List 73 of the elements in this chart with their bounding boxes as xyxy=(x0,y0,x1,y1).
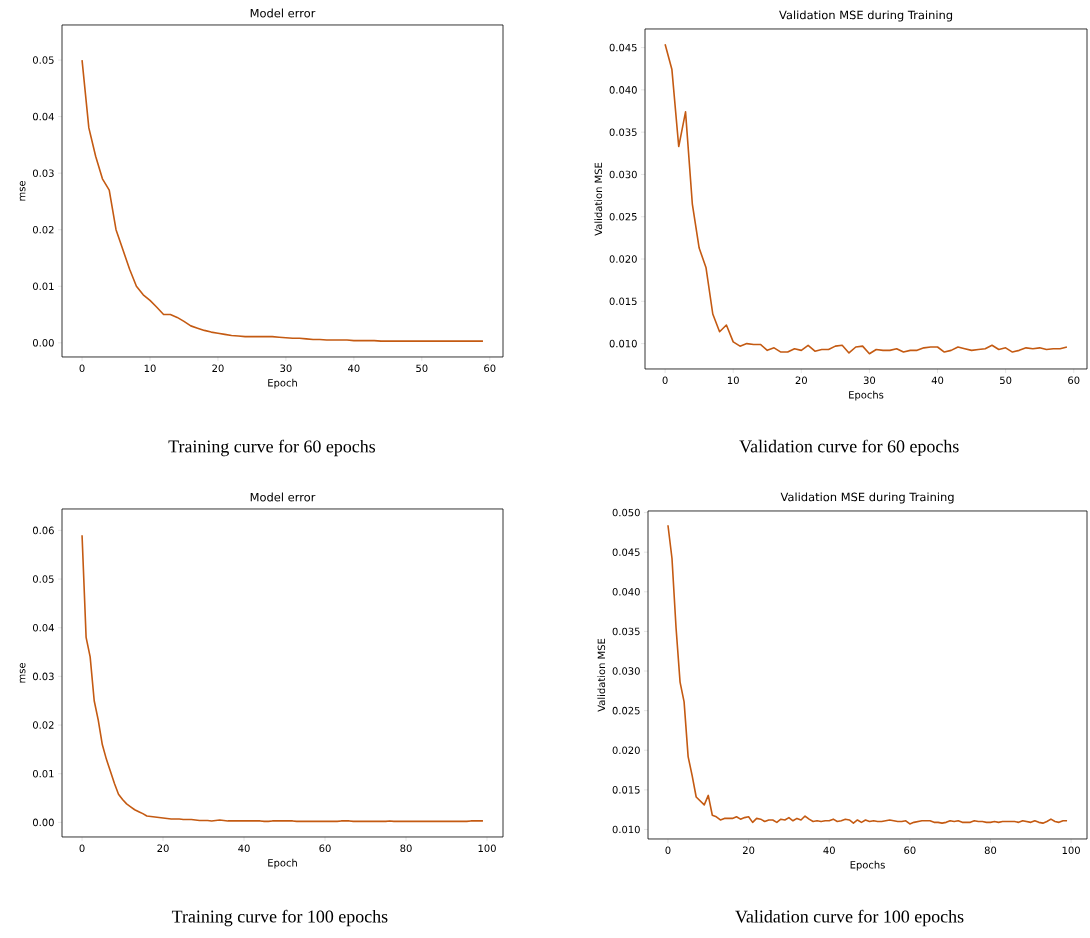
y-tick-label: 0.06 xyxy=(32,526,54,535)
y-tick-label: 0.02 xyxy=(32,225,54,234)
y-tick-label: 0.010 xyxy=(609,339,637,348)
y-tick-label: 0.020 xyxy=(609,255,637,263)
x-axis-title: Epoch xyxy=(268,858,297,869)
y-tick-label: 0.025 xyxy=(609,212,637,221)
line-series xyxy=(664,43,1068,355)
y-tick-label: 0.02 xyxy=(32,721,54,729)
y-tick-label: 0.03 xyxy=(32,169,54,177)
y-tick-label: 0.020 xyxy=(612,746,640,755)
x-tick-label: 40 xyxy=(238,844,250,853)
y-tick-label: 0.05 xyxy=(32,56,54,64)
y-tick-label: 0.04 xyxy=(32,112,54,121)
y-tick-label: 0.035 xyxy=(612,627,640,636)
x-tick-label: 60 xyxy=(904,846,916,855)
y-tick-label: 0.035 xyxy=(609,128,637,136)
y-tick-label: 0.015 xyxy=(612,786,640,794)
x-tick-label: 100 xyxy=(1062,846,1080,855)
x-tick-label: 0 xyxy=(662,376,668,385)
y-tick-label: 0.05 xyxy=(32,575,54,583)
text: Training curve for 60 epochs xyxy=(168,439,376,457)
x-tick-label: 20 xyxy=(795,376,807,385)
y-tick-label: 0.045 xyxy=(609,43,637,52)
x-tick-label: 20 xyxy=(157,844,169,853)
chart-title: Model error xyxy=(250,492,316,502)
y-tick-label: 0.030 xyxy=(609,170,637,179)
x-tick-label: 40 xyxy=(348,364,360,373)
x-tick-label: 60 xyxy=(484,364,496,373)
y-tick-label: 0.045 xyxy=(612,548,640,556)
y-tick-label: 0.04 xyxy=(32,623,54,632)
y-tick-label: 0.025 xyxy=(612,706,640,715)
chart-title: Model error xyxy=(250,8,316,18)
x-tick-label: 50 xyxy=(1000,376,1012,385)
x-axis-title: Epochs xyxy=(849,390,884,401)
y-axis-title: mse xyxy=(19,662,26,683)
x-axis-title: Epochs xyxy=(850,860,885,871)
x-tick-label: 80 xyxy=(400,844,412,853)
y-axis-title: mse xyxy=(19,180,26,201)
x-tick-label: 30 xyxy=(863,376,876,385)
x-tick-label: 10 xyxy=(727,376,739,385)
y-tick-label: 0.015 xyxy=(609,297,637,306)
y-tick-label: 0.00 xyxy=(32,339,54,347)
x-tick-label: 30 xyxy=(280,364,292,373)
text: Validation curve for 100 epochs xyxy=(735,909,964,927)
y-tick-label: 0.01 xyxy=(32,282,54,291)
x-tick-label: 100 xyxy=(478,844,496,853)
x-tick-label: 10 xyxy=(144,364,156,373)
y-tick-label: 0.030 xyxy=(612,667,640,675)
x-tick-label: 0 xyxy=(79,844,85,853)
x-tick-label: 50 xyxy=(416,364,428,373)
x-tick-label: 40 xyxy=(931,376,944,385)
x-tick-label: 80 xyxy=(984,846,997,855)
chart-title: Validation MSE during Training xyxy=(779,10,953,22)
y-tick-label: 0.040 xyxy=(612,588,640,596)
text: Training curve for 100 epochs xyxy=(171,909,388,927)
x-tick-label: 0 xyxy=(665,846,671,855)
x-tick-label: 40 xyxy=(823,846,835,855)
y-tick-label: 0.00 xyxy=(32,818,54,827)
x-tick-label: 60 xyxy=(1068,376,1080,385)
x-tick-label: 0 xyxy=(79,364,85,373)
y-tick-label: 0.03 xyxy=(32,672,54,681)
x-tick-label: 20 xyxy=(212,364,224,373)
y-axis-title: Validation MSE xyxy=(594,162,603,236)
y-tick-label: 0.01 xyxy=(32,769,54,778)
x-tick-label: 60 xyxy=(319,844,331,853)
chart-title: Validation MSE during Training xyxy=(780,492,954,504)
x-tick-label: 20 xyxy=(742,846,755,855)
y-axis-title: Validation MSE xyxy=(597,638,606,712)
y-tick-label: 0.010 xyxy=(612,825,640,834)
y-tick-label: 0.050 xyxy=(612,508,640,517)
text: Validation curve for 60 epochs xyxy=(739,439,959,457)
x-axis-title: Epoch xyxy=(268,378,297,389)
y-tick-label: 0.040 xyxy=(609,86,637,94)
